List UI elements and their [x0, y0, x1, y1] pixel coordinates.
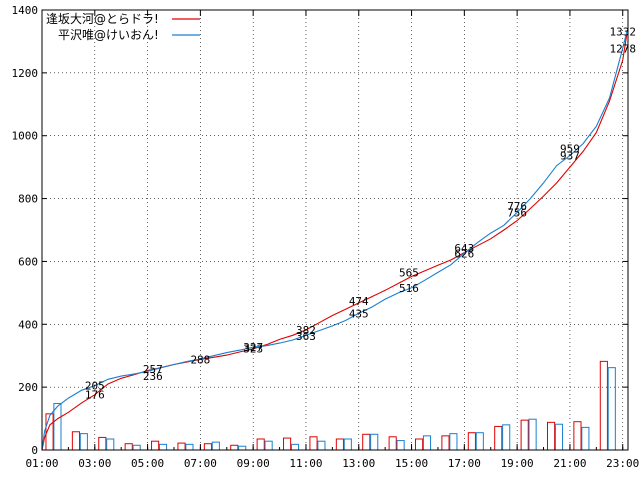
bar-series2: [317, 440, 326, 451]
data-label-series1: 565: [399, 266, 419, 279]
y-tick-label: 1400: [12, 4, 39, 17]
x-tick-label: 07:00: [184, 457, 217, 470]
bar-series1: [573, 421, 582, 451]
bar-series1: [362, 433, 371, 451]
bar-series1: [283, 437, 292, 451]
bar-series1: [71, 431, 80, 451]
bar-series1: [98, 436, 107, 451]
data-label-series2: 756: [507, 206, 527, 219]
x-tick-label: 15:00: [395, 457, 428, 470]
bar-series1: [151, 440, 160, 451]
bar-series1: [494, 425, 503, 451]
x-tick-label: 03:00: [78, 457, 111, 470]
data-label-series1: 959: [560, 143, 580, 156]
line-series1: [41, 35, 628, 451]
y-tick-label: 600: [18, 255, 38, 268]
bar-series1: [124, 443, 133, 451]
x-tick-label: 23:00: [606, 457, 639, 470]
x-tick-label: 01:00: [25, 457, 58, 470]
x-tick-label: 17:00: [448, 457, 481, 470]
bar-series1: [415, 438, 424, 451]
bar-series2: [290, 443, 300, 451]
lines-layer: [41, 31, 628, 451]
x-tick-label: 09:00: [237, 457, 270, 470]
data-label-series2: 435: [349, 307, 369, 320]
data-label-series2: 288: [190, 353, 210, 366]
data-label-series2: 363: [296, 330, 316, 343]
bar-series1: [230, 444, 239, 451]
bar-series1: [177, 442, 186, 451]
legend-label-series2: 平沢唯@けいおん!: [58, 28, 159, 42]
y-tick-label: 800: [18, 193, 38, 206]
data-label-series1: 382: [296, 324, 316, 337]
bar-series1: [309, 436, 318, 451]
data-label-series2: 236: [143, 370, 163, 383]
legend-label-series1: 逢坂大河@とらドラ!: [46, 12, 159, 26]
bar-series2: [502, 424, 511, 451]
bar-series2: [211, 441, 220, 451]
bar-series1: [256, 438, 265, 451]
bar-series2: [449, 433, 458, 451]
data-label-series1: 176: [85, 389, 105, 402]
data-label-series1: 323: [243, 342, 263, 355]
bar-series1: [441, 435, 450, 451]
data-label-series2: 626: [454, 247, 474, 260]
plot-frame: [41, 9, 629, 451]
x-tick-label: 05:00: [131, 457, 164, 470]
bar-series2: [607, 367, 616, 451]
y-tick-label: 1000: [12, 130, 39, 143]
data-label-series2: 205: [85, 380, 105, 393]
bar-series2: [554, 423, 564, 451]
y-tick-label: 0: [31, 444, 38, 457]
data-label-series2: 937: [560, 150, 580, 163]
y-tick-label: 400: [18, 318, 38, 331]
x-tick-label: 21:00: [553, 457, 586, 470]
bar-series2: [264, 440, 273, 451]
bar-series2: [422, 435, 432, 451]
bar-series1: [599, 360, 608, 451]
bar-series2: [528, 418, 537, 451]
data-label-series2: 1278: [609, 42, 636, 55]
bar-series2: [158, 443, 168, 451]
legend: 逢坂大河@とらドラ! 平沢唯@けいおん!: [46, 12, 200, 42]
bar-series2: [370, 433, 379, 451]
bar-series2: [132, 444, 141, 451]
bar-series1: [467, 432, 476, 451]
bar-series2: [475, 432, 484, 451]
grid-layer: [42, 10, 628, 450]
bar-series1: [520, 419, 529, 451]
bar-series2: [581, 426, 590, 451]
bar-series2: [79, 433, 88, 451]
data-label-series1: 1332: [609, 25, 636, 38]
data-label-series1: 776: [507, 200, 527, 213]
bar-series2: [106, 438, 115, 451]
data-label-series2: 327: [243, 341, 263, 354]
bar-series1: [546, 421, 556, 451]
data-label-series2: 516: [399, 282, 419, 295]
data-label-series1: 257: [143, 363, 163, 376]
data-label-series1: 643: [454, 242, 474, 255]
y-tick-label: 1200: [12, 67, 39, 80]
bar-series2: [238, 445, 247, 451]
x-tick-label: 11:00: [289, 457, 322, 470]
x-tick-label: 19:00: [501, 457, 534, 470]
data-labels: 176 257 323 382 474 565 643 776 959 1332 205 236 288…: [85, 25, 636, 401]
bar-series2: [53, 402, 62, 451]
x-tick-label: 13:00: [342, 457, 375, 470]
line-series2: [41, 31, 628, 451]
bar-series2: [343, 438, 352, 451]
bar-series1: [388, 436, 397, 451]
bar-series1: [203, 443, 212, 451]
data-label-series1: 474: [349, 295, 369, 308]
bar-series1: [335, 438, 344, 451]
bar-series2: [396, 440, 405, 451]
y-tick-label: 200: [18, 381, 38, 394]
bar-series2: [185, 443, 194, 451]
axis-ticks: 0 200 400 600 800 1000 1200 1400 01:00 03:00 05:00…: [12, 4, 640, 470]
